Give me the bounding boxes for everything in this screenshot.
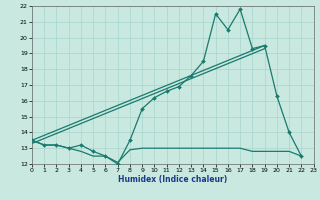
- X-axis label: Humidex (Indice chaleur): Humidex (Indice chaleur): [118, 175, 228, 184]
